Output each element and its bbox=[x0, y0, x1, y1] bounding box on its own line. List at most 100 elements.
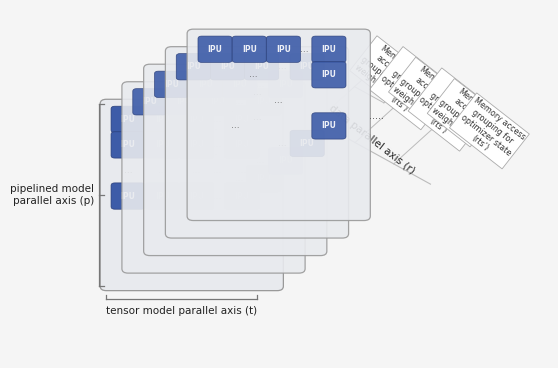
Text: ...: ... bbox=[253, 113, 261, 123]
FancyBboxPatch shape bbox=[198, 36, 232, 63]
Text: IPU: IPU bbox=[189, 115, 204, 124]
FancyBboxPatch shape bbox=[176, 54, 210, 80]
FancyBboxPatch shape bbox=[167, 89, 201, 115]
FancyBboxPatch shape bbox=[143, 64, 327, 256]
FancyBboxPatch shape bbox=[312, 36, 346, 63]
Text: IPU: IPU bbox=[233, 80, 247, 89]
Text: IPU: IPU bbox=[164, 80, 179, 89]
Text: IPU: IPU bbox=[234, 192, 249, 201]
Text: IPU: IPU bbox=[155, 192, 170, 201]
FancyBboxPatch shape bbox=[179, 106, 214, 132]
Text: IPU: IPU bbox=[220, 62, 235, 71]
FancyBboxPatch shape bbox=[111, 183, 145, 209]
FancyBboxPatch shape bbox=[165, 47, 349, 238]
Text: ...: ... bbox=[231, 131, 239, 140]
Text: ...: ... bbox=[192, 166, 201, 175]
Text: Memory
access
grouping for
optimizer state
(rts’): Memory access grouping for optimizer sta… bbox=[372, 49, 451, 127]
Text: IPU: IPU bbox=[186, 62, 201, 71]
Text: ...: ... bbox=[238, 166, 246, 175]
Text: ...: ... bbox=[124, 166, 132, 175]
Text: IPU: IPU bbox=[276, 45, 291, 54]
FancyBboxPatch shape bbox=[179, 183, 214, 209]
FancyBboxPatch shape bbox=[111, 132, 145, 158]
Text: IPU: IPU bbox=[155, 115, 170, 124]
Text: ...: ... bbox=[253, 88, 261, 97]
FancyBboxPatch shape bbox=[145, 132, 179, 158]
FancyBboxPatch shape bbox=[189, 71, 223, 98]
Text: IPU: IPU bbox=[254, 62, 269, 71]
Text: Memory
access
grouping for
weights (rts): Memory access grouping for weights (rts) bbox=[430, 81, 494, 144]
Text: IPU: IPU bbox=[142, 97, 157, 106]
Text: data parallel axis (r): data parallel axis (r) bbox=[326, 103, 416, 176]
Text: ...: ... bbox=[213, 115, 222, 124]
FancyBboxPatch shape bbox=[187, 29, 371, 220]
Text: IPU: IPU bbox=[256, 174, 271, 183]
Text: IPU: IPU bbox=[242, 45, 257, 54]
Text: ...: ... bbox=[231, 105, 239, 114]
Text: IPU: IPU bbox=[321, 45, 336, 54]
FancyBboxPatch shape bbox=[244, 54, 278, 80]
Text: ...: ... bbox=[213, 192, 222, 201]
FancyBboxPatch shape bbox=[122, 82, 305, 273]
FancyBboxPatch shape bbox=[100, 99, 283, 291]
Text: IPU: IPU bbox=[121, 141, 136, 149]
Text: IPU: IPU bbox=[300, 139, 315, 148]
FancyBboxPatch shape bbox=[247, 89, 281, 115]
FancyBboxPatch shape bbox=[133, 89, 167, 115]
FancyBboxPatch shape bbox=[232, 36, 266, 63]
Text: IPU: IPU bbox=[121, 192, 136, 201]
Text: IPU: IPU bbox=[189, 141, 204, 149]
Text: Memory access
grouping for
optimizer state
(rts’): Memory access grouping for optimizer sta… bbox=[453, 96, 527, 166]
FancyBboxPatch shape bbox=[290, 54, 324, 80]
FancyBboxPatch shape bbox=[145, 106, 179, 132]
Text: ...: ... bbox=[234, 97, 243, 106]
Text: IPU: IPU bbox=[278, 80, 293, 89]
Text: IPU: IPU bbox=[155, 141, 170, 149]
Text: IPU: IPU bbox=[278, 156, 293, 166]
FancyBboxPatch shape bbox=[179, 132, 214, 158]
Text: ...: ... bbox=[275, 96, 283, 105]
FancyBboxPatch shape bbox=[223, 71, 257, 98]
FancyBboxPatch shape bbox=[268, 71, 302, 98]
FancyBboxPatch shape bbox=[111, 106, 145, 132]
Text: ...: ... bbox=[209, 148, 218, 158]
FancyBboxPatch shape bbox=[145, 183, 179, 209]
Text: Memory
access
grouping for
weights (rts): Memory access grouping for weights (rts) bbox=[353, 39, 417, 101]
FancyBboxPatch shape bbox=[266, 36, 300, 63]
FancyBboxPatch shape bbox=[312, 113, 346, 139]
Text: ...: ... bbox=[213, 141, 222, 149]
Text: IPU: IPU bbox=[189, 192, 204, 201]
Text: ...: ... bbox=[209, 123, 218, 132]
Text: IPU: IPU bbox=[256, 97, 271, 106]
Text: IPU: IPU bbox=[234, 141, 249, 149]
FancyBboxPatch shape bbox=[210, 54, 244, 80]
Text: ...: ... bbox=[234, 174, 243, 183]
Text: IPU: IPU bbox=[121, 115, 136, 124]
Text: ...: ... bbox=[249, 70, 257, 79]
Text: ...: ... bbox=[213, 166, 222, 175]
FancyBboxPatch shape bbox=[225, 106, 259, 132]
Text: Memory
access
grouping for
optimizer state
(rts’): Memory access grouping for optimizer sta… bbox=[411, 71, 490, 148]
FancyBboxPatch shape bbox=[268, 148, 302, 174]
Text: IPU: IPU bbox=[321, 121, 336, 130]
Text: Memory
access
grouping for
weights (rts): Memory access grouping for weights (rts) bbox=[391, 60, 456, 123]
FancyBboxPatch shape bbox=[290, 130, 324, 157]
FancyBboxPatch shape bbox=[225, 132, 259, 158]
FancyBboxPatch shape bbox=[155, 71, 189, 98]
FancyBboxPatch shape bbox=[312, 62, 346, 88]
Text: IPU: IPU bbox=[321, 70, 336, 79]
FancyBboxPatch shape bbox=[225, 183, 259, 209]
Text: ...: ... bbox=[300, 45, 309, 54]
Text: IPU: IPU bbox=[300, 62, 315, 71]
Text: IPU: IPU bbox=[234, 115, 249, 124]
Text: ...: ... bbox=[278, 62, 287, 71]
Text: IPU: IPU bbox=[208, 45, 223, 54]
Text: ...: ... bbox=[278, 139, 287, 148]
FancyBboxPatch shape bbox=[247, 165, 281, 192]
Text: ...: ... bbox=[232, 121, 240, 130]
Text: tensor model parallel axis (t): tensor model parallel axis (t) bbox=[106, 306, 257, 316]
Text: ...: ... bbox=[158, 166, 167, 175]
Text: pipelined model
parallel axis (p): pipelined model parallel axis (p) bbox=[11, 184, 94, 206]
Text: IPU: IPU bbox=[176, 97, 191, 106]
Text: IPU: IPU bbox=[198, 80, 213, 89]
